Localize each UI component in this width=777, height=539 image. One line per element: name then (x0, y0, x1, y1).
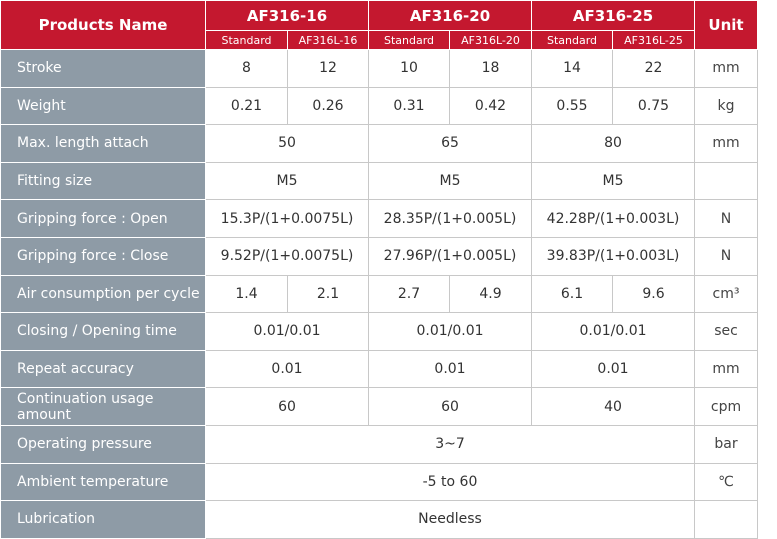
value-cell: 2.1 (287, 274, 369, 314)
value-cell: 0.01 (531, 349, 695, 389)
unit-cell: sec (694, 312, 758, 351)
body-row: Lubrication Needless (0, 500, 758, 539)
header-cell: Standard (531, 30, 613, 50)
body-row: Max. length attach 50 65 80 mm (0, 124, 758, 163)
body-row: Weight 0.21 0.26 0.31 0.42 0.55 0.75 kg (0, 86, 758, 126)
body-row: Air consumption per cycle 1.4 2.1 2.7 4.9 6.1… (0, 274, 758, 314)
header-cell: AF316-16 (205, 0, 369, 31)
unit-cell: ℃ (694, 462, 758, 502)
value-cell: 0.55 (531, 86, 613, 126)
body-row: Repeat accuracy 0.01 0.01 0.01 mm (0, 349, 758, 389)
value-cell: 0.01/0.01 (531, 312, 695, 351)
value-cell: 6.1 (531, 274, 613, 314)
value-cell: 0.01 (205, 349, 369, 389)
table-header: Products Name AF316-16 AF316-20 AF316-25… (0, 0, 758, 50)
row-label: Gripping force : Open (0, 199, 206, 238)
header-row: Standard AF316L-16 Standard AF316L-20 St… (1, 30, 758, 50)
header-cell: AF316L-20 (449, 30, 532, 50)
header-cell: Standard (368, 30, 450, 50)
row-label: Repeat accuracy (0, 349, 206, 389)
header-cell: Products Name (0, 0, 206, 50)
value-cell: 50 (205, 124, 369, 163)
header-cell: AF316-20 (368, 0, 532, 31)
value-cell: 15.3P/(1+0.0075L) (205, 199, 369, 238)
value-cell: 10 (368, 49, 450, 88)
body-row: Ambient temperature -5 to 60 ℃ (0, 462, 758, 502)
row-label: Weight (0, 86, 206, 126)
header-row: Products Name AF316-16 AF316-20 AF316-25… (0, 0, 758, 50)
row-label: Max. length attach (0, 124, 206, 163)
value-cell: 0.21 (205, 86, 288, 126)
value-cell: 0.42 (449, 86, 532, 126)
row-label: Lubrication (0, 500, 206, 539)
value-cell: 4.9 (449, 274, 532, 314)
value-cell: 40 (531, 387, 695, 426)
value-cell: 22 (612, 49, 695, 88)
header-cell: AF316-25 (531, 0, 695, 31)
header-cell: AF316L-25 (612, 30, 695, 50)
value-cell: 1.4 (205, 274, 288, 314)
value-cell: M5 (368, 161, 532, 201)
unit-cell: mm (694, 49, 758, 88)
value-cell: 0.75 (612, 86, 695, 126)
row-label: Operating pressure (0, 424, 206, 464)
row-label: Air consumption per cycle (0, 274, 206, 314)
value-cell: 39.83P/(1+0.003L) (531, 236, 695, 276)
value-cell: 42.28P/(1+0.003L) (531, 199, 695, 238)
value-cell: 0.01/0.01 (368, 312, 532, 351)
value-cell: 60 (368, 387, 532, 426)
value-cell: 18 (449, 49, 532, 88)
unit-cell: cpm (694, 387, 758, 426)
unit-cell (694, 161, 758, 201)
body-row: Gripping force : Close 9.52P/(1+0.0075L) 2… (0, 236, 758, 276)
header-cell: Standard (205, 30, 288, 50)
row-label: Gripping force : Close (0, 236, 206, 276)
value-cell: 0.01 (368, 349, 532, 389)
value-cell: 0.26 (287, 86, 369, 126)
body-row: Fitting size M5 M5 M5 (0, 161, 758, 201)
unit-cell: mm (694, 349, 758, 389)
unit-cell: bar (694, 424, 758, 464)
header-cell: Unit (694, 0, 758, 50)
row-label: Ambient temperature (0, 462, 206, 502)
unit-cell: kg (694, 86, 758, 126)
value-cell: M5 (205, 161, 369, 201)
body-row: Gripping force : Open 15.3P/(1+0.0075L) 28… (0, 199, 758, 238)
value-cell: M5 (531, 161, 695, 201)
header-cell: AF316L-16 (287, 30, 369, 50)
value-cell: 9.6 (612, 274, 695, 314)
body-row: Continuation usage amount 60 60 40 cpm (0, 387, 758, 426)
value-cell: 3~7 (205, 424, 695, 464)
value-cell: 28.35P/(1+0.005L) (368, 199, 532, 238)
value-cell: 2.7 (368, 274, 450, 314)
value-cell: 9.52P/(1+0.0075L) (205, 236, 369, 276)
value-cell: 8 (205, 49, 288, 88)
value-cell: Needless (205, 500, 695, 539)
unit-cell: N (694, 199, 758, 238)
body-row: Closing / Opening time 0.01/0.01 0.01/0.01… (0, 312, 758, 351)
value-cell: 0.31 (368, 86, 450, 126)
value-cell: 80 (531, 124, 695, 163)
row-label: Fitting size (0, 161, 206, 201)
unit-cell: N (694, 236, 758, 276)
unit-cell: cm³ (694, 274, 758, 314)
spec-table: Products Name AF316-16 AF316-20 AF316-25… (0, 0, 758, 539)
row-label: Stroke (0, 49, 206, 88)
value-cell: 65 (368, 124, 532, 163)
row-label: Closing / Opening time (0, 312, 206, 351)
value-cell: 0.01/0.01 (205, 312, 369, 351)
value-cell: 60 (205, 387, 369, 426)
unit-cell (694, 500, 758, 539)
value-cell: 14 (531, 49, 613, 88)
unit-cell: mm (694, 124, 758, 163)
body-row: Stroke 8 12 10 18 14 22 mm (0, 49, 758, 88)
value-cell: 27.96P/(1+0.005L) (368, 236, 532, 276)
value-cell: 12 (287, 49, 369, 88)
row-label: Continuation usage amount (0, 387, 206, 426)
value-cell: -5 to 60 (205, 462, 695, 502)
body-row: Operating pressure 3~7 bar (0, 424, 758, 464)
table-body: Stroke 8 12 10 18 14 22 mm Weight 0.21 0.26 0.31 0.4… (0, 49, 758, 539)
